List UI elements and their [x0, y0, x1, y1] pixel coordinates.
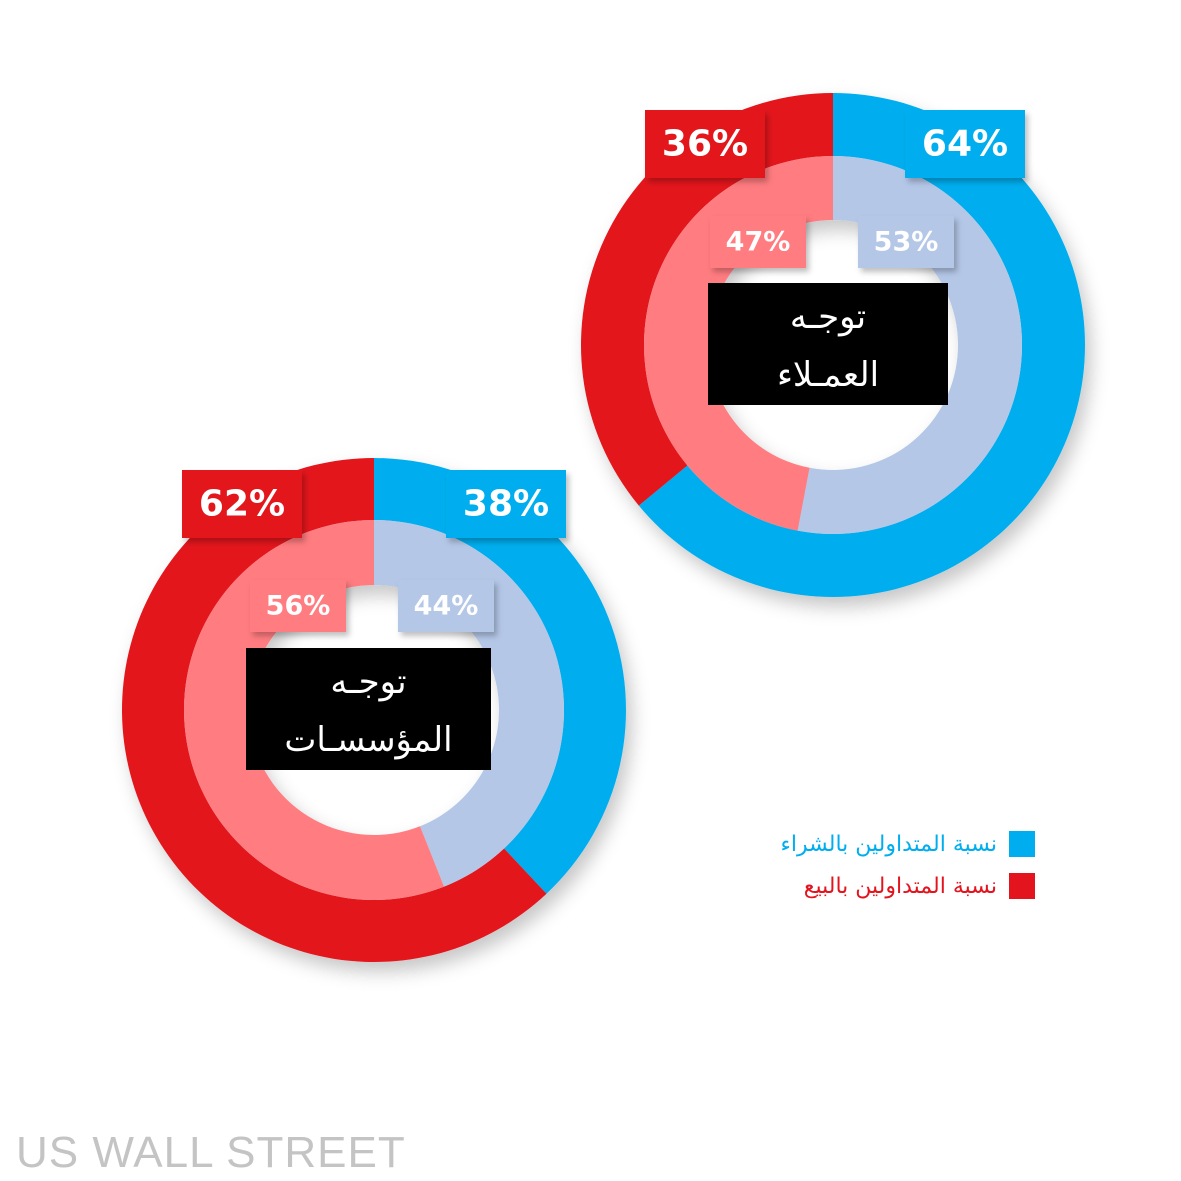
legend-label-sell: نسبة المتداولين بالبيع: [803, 873, 997, 899]
outer-label-sell-box: [182, 470, 302, 538]
legend-label-buy: نسبة المتداولين بالشراء: [780, 831, 997, 857]
legend-item-buy: نسبة المتداولين بالشراء: [700, 823, 1035, 865]
legend-swatch-sell: [1009, 873, 1035, 899]
inner-slice-sell: [644, 156, 833, 531]
inner-slice-buy: [797, 156, 1023, 535]
outer-slice-sell: [580, 93, 833, 506]
inner-slice-sell: [184, 520, 444, 900]
outer-label-sell: 62%: [199, 484, 285, 525]
outer-label-sell: 36%: [662, 124, 748, 165]
inner-label-sell: 56%: [266, 591, 331, 622]
inner-label-sell: 47%: [726, 227, 791, 258]
outer-slice-sell: [122, 458, 547, 963]
inner-label-buy-box: [398, 580, 494, 632]
center-label-line1: توجـه: [790, 297, 866, 337]
donut-clients: 64% 36% 53% 47% توجـه العمـلاء: [580, 93, 1085, 597]
outer-label-sell-box: [645, 110, 765, 178]
outer-slice-buy: [638, 93, 1085, 597]
legend: نسبة المتداولين بالشراء نسبة المتداولين …: [700, 823, 1035, 907]
donut-institutions: 38% 62% 44% 56% توجـه المؤسسـات: [122, 458, 627, 963]
donut-rings: [122, 458, 627, 963]
center-label-line2: العمـلاء: [777, 355, 879, 395]
center-label-box: [708, 283, 948, 405]
legend-swatch-buy: [1009, 831, 1035, 857]
outer-label-buy-box: [905, 110, 1025, 178]
legend-item-sell: نسبة المتداولين بالبيع: [700, 865, 1035, 907]
outer-label-buy: 64%: [922, 124, 1008, 165]
outer-label-buy: 38%: [463, 484, 549, 525]
inner-label-sell-box: [710, 216, 806, 268]
donut-rings: [580, 93, 1085, 597]
center-label-box: [246, 648, 491, 770]
inner-label-buy: 44%: [414, 591, 479, 622]
inner-label-sell-box: [250, 580, 346, 632]
inner-label-buy: 53%: [874, 227, 939, 258]
center-label-line1: توجـه: [330, 662, 406, 702]
watermark: US WALL STREET: [16, 1128, 406, 1177]
center-label-line2: المؤسسـات: [284, 720, 452, 760]
outer-label-buy-box: [446, 470, 566, 538]
inner-label-buy-box: [858, 216, 954, 268]
outer-slice-buy: [374, 458, 627, 894]
inner-slice-buy: [374, 520, 565, 887]
